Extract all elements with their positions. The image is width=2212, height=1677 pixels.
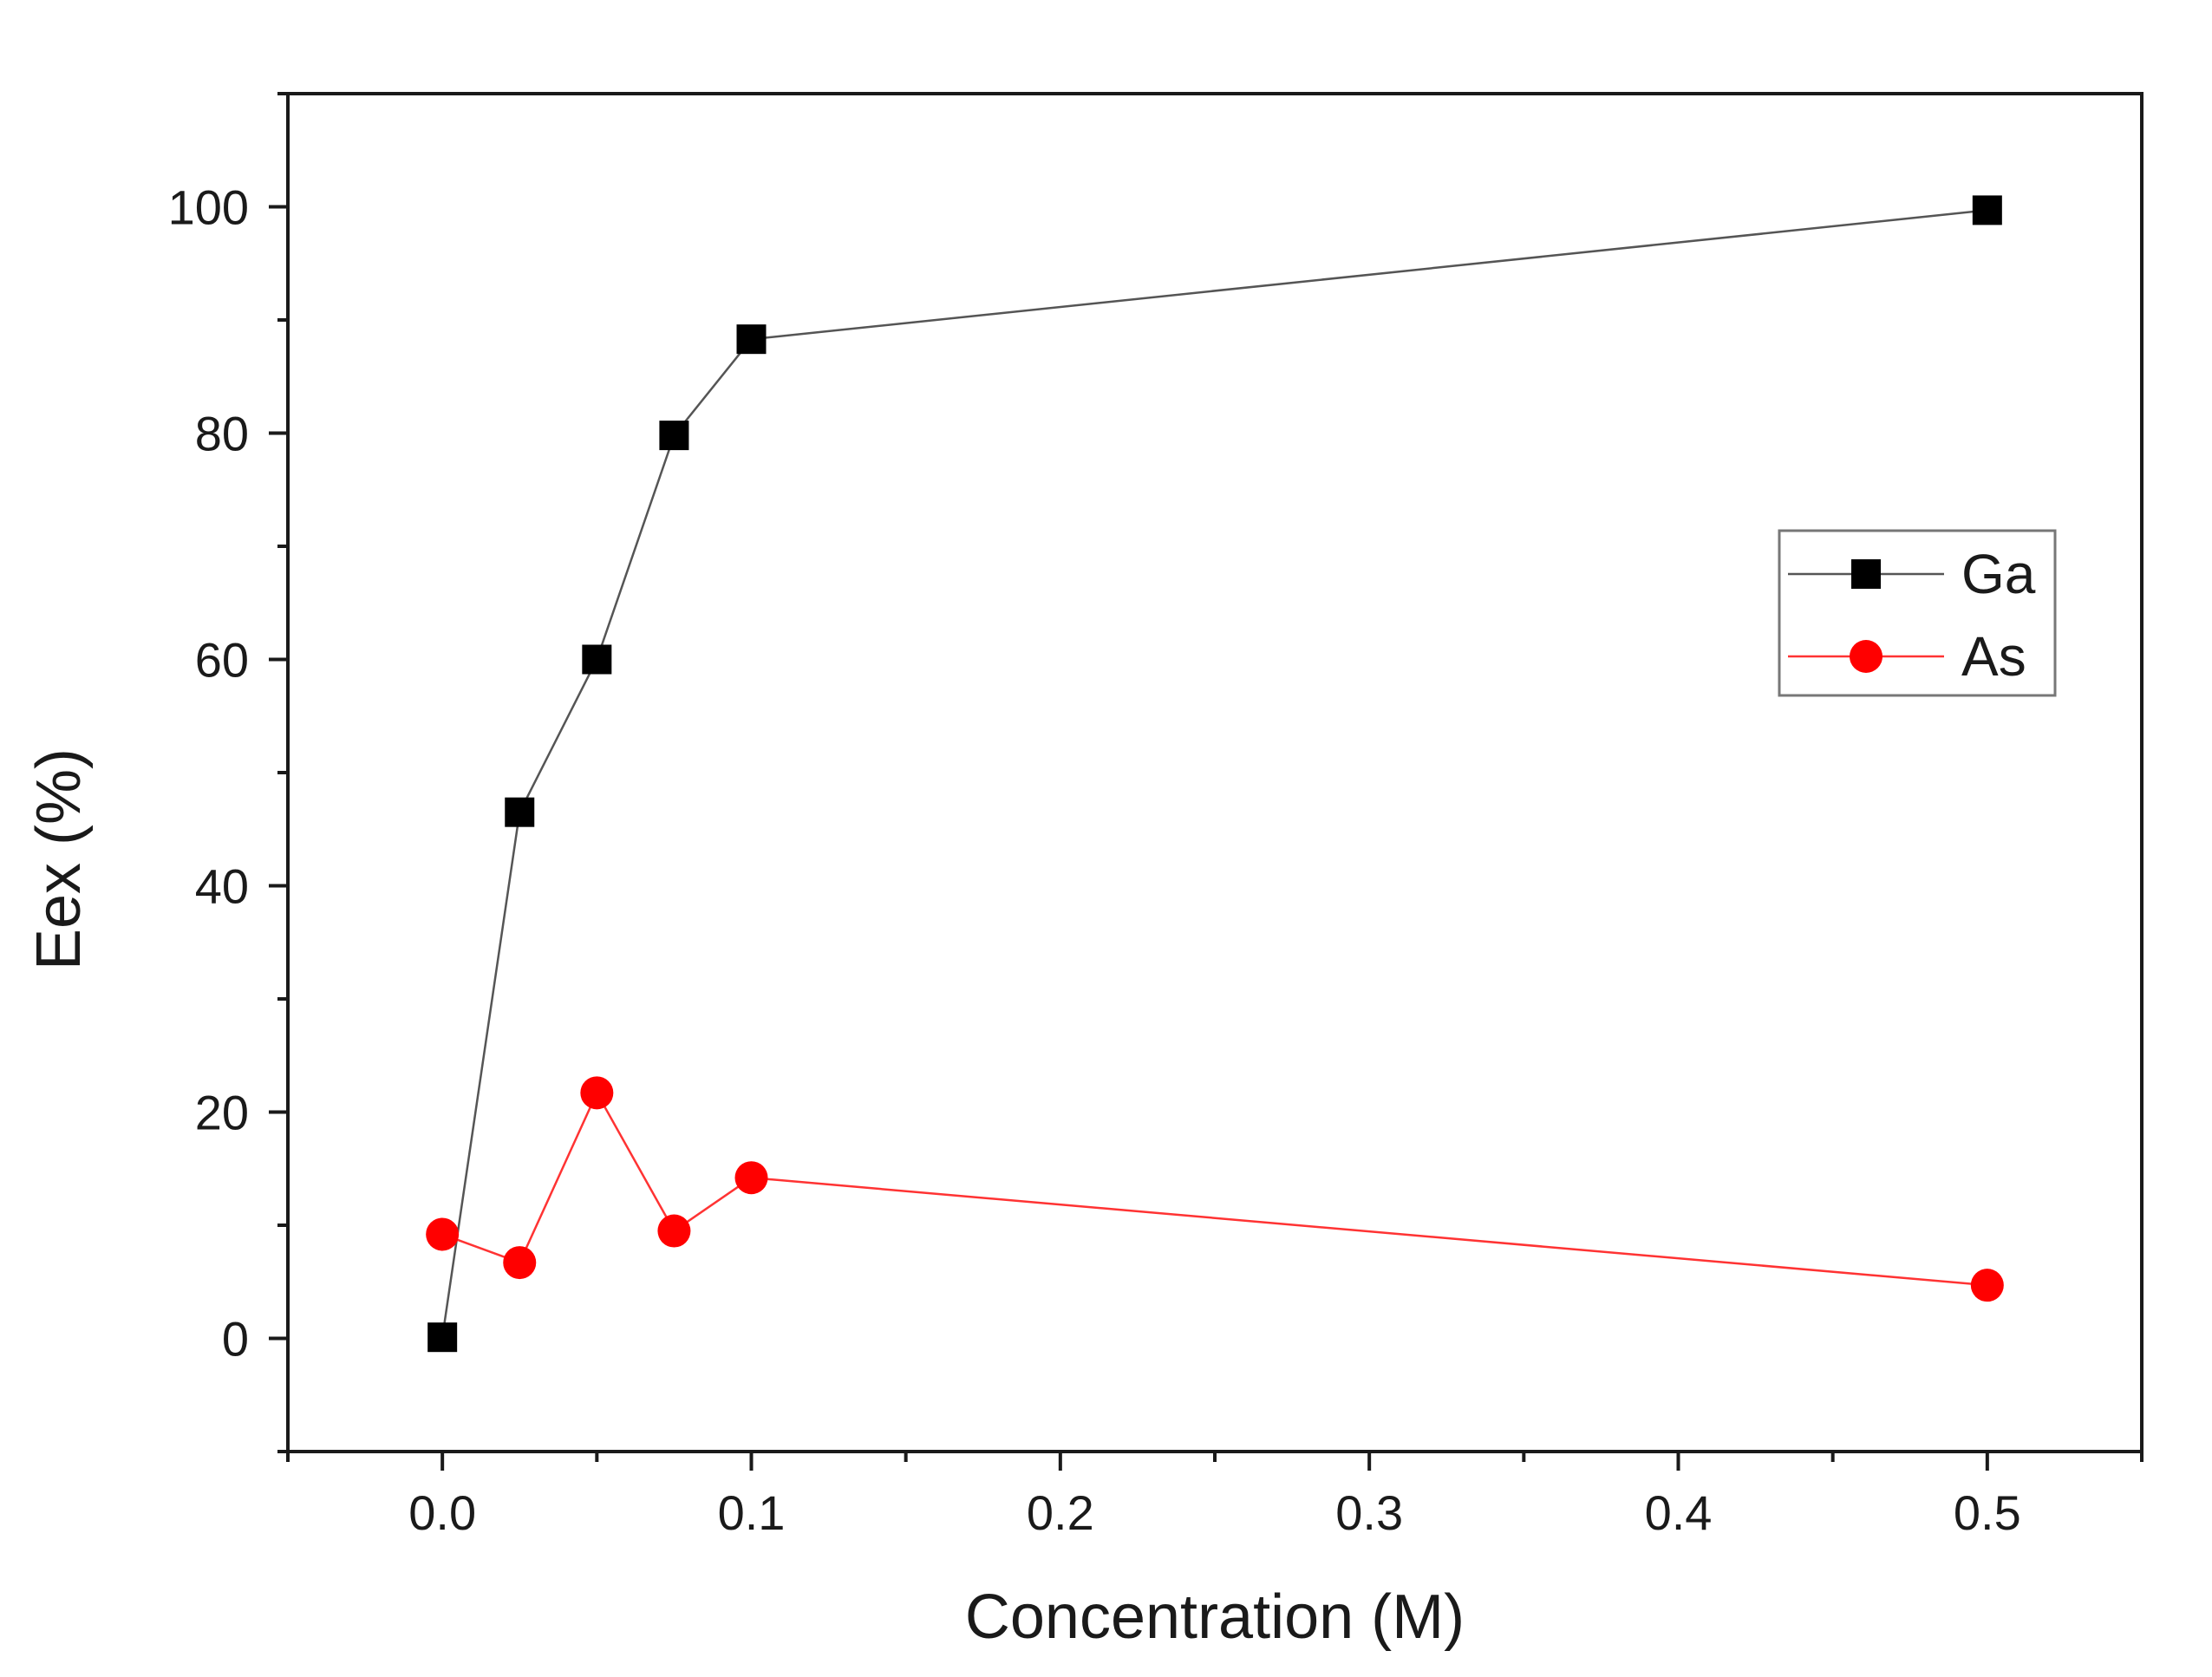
x-tick-label: 0.3 bbox=[1335, 1485, 1403, 1540]
y-axis-title: Eex (%) bbox=[24, 748, 94, 970]
data-point-as bbox=[426, 1217, 460, 1251]
data-point-as bbox=[1970, 1269, 2004, 1302]
data-point-as bbox=[503, 1246, 537, 1280]
y-tick-label: 0 bbox=[222, 1312, 249, 1367]
data-point-ga bbox=[1972, 195, 2002, 225]
x-tick-label: 0.1 bbox=[718, 1485, 786, 1540]
data-point-as bbox=[734, 1161, 768, 1195]
series-markers bbox=[426, 195, 2004, 1353]
y-tick-label: 80 bbox=[195, 407, 249, 461]
data-point-as bbox=[580, 1076, 614, 1110]
data-point-ga bbox=[427, 1322, 458, 1353]
data-point-ga bbox=[582, 644, 612, 675]
axis-ticks bbox=[269, 92, 2143, 1471]
y-tick-label: 20 bbox=[195, 1086, 249, 1140]
legend: Ga As bbox=[1778, 529, 2057, 697]
legend-label-as: As bbox=[1961, 625, 2026, 688]
y-tick-label: 100 bbox=[168, 180, 249, 235]
x-tick-label: 0.5 bbox=[1954, 1485, 2021, 1540]
y-tick-label: 60 bbox=[195, 633, 249, 688]
legend-marker-ga bbox=[1851, 559, 1881, 589]
x-axis-title: Concentration (M) bbox=[965, 1582, 1465, 1652]
data-point-ga bbox=[505, 797, 535, 827]
series-line-ga bbox=[440, 209, 1987, 1338]
x-tick-label: 0.0 bbox=[408, 1485, 476, 1540]
x-tick-label: 0.4 bbox=[1645, 1485, 1713, 1540]
data-point-ga bbox=[659, 421, 689, 451]
plot-frame bbox=[286, 92, 2143, 1453]
legend-box bbox=[1778, 529, 2057, 697]
y-tick-labels: 0 20 40 60 80 100 bbox=[168, 180, 249, 1367]
x-tick-labels: 0.0 0.1 0.2 0.3 0.4 0.5 bbox=[408, 1485, 2021, 1540]
legend-marker-as bbox=[1850, 640, 1882, 673]
data-point-ga bbox=[736, 324, 767, 355]
x-tick-label: 0.2 bbox=[1027, 1485, 1094, 1540]
y-tick-label: 40 bbox=[195, 859, 249, 914]
legend-label-ga: Ga bbox=[1961, 543, 2036, 605]
data-point-as bbox=[657, 1214, 691, 1248]
